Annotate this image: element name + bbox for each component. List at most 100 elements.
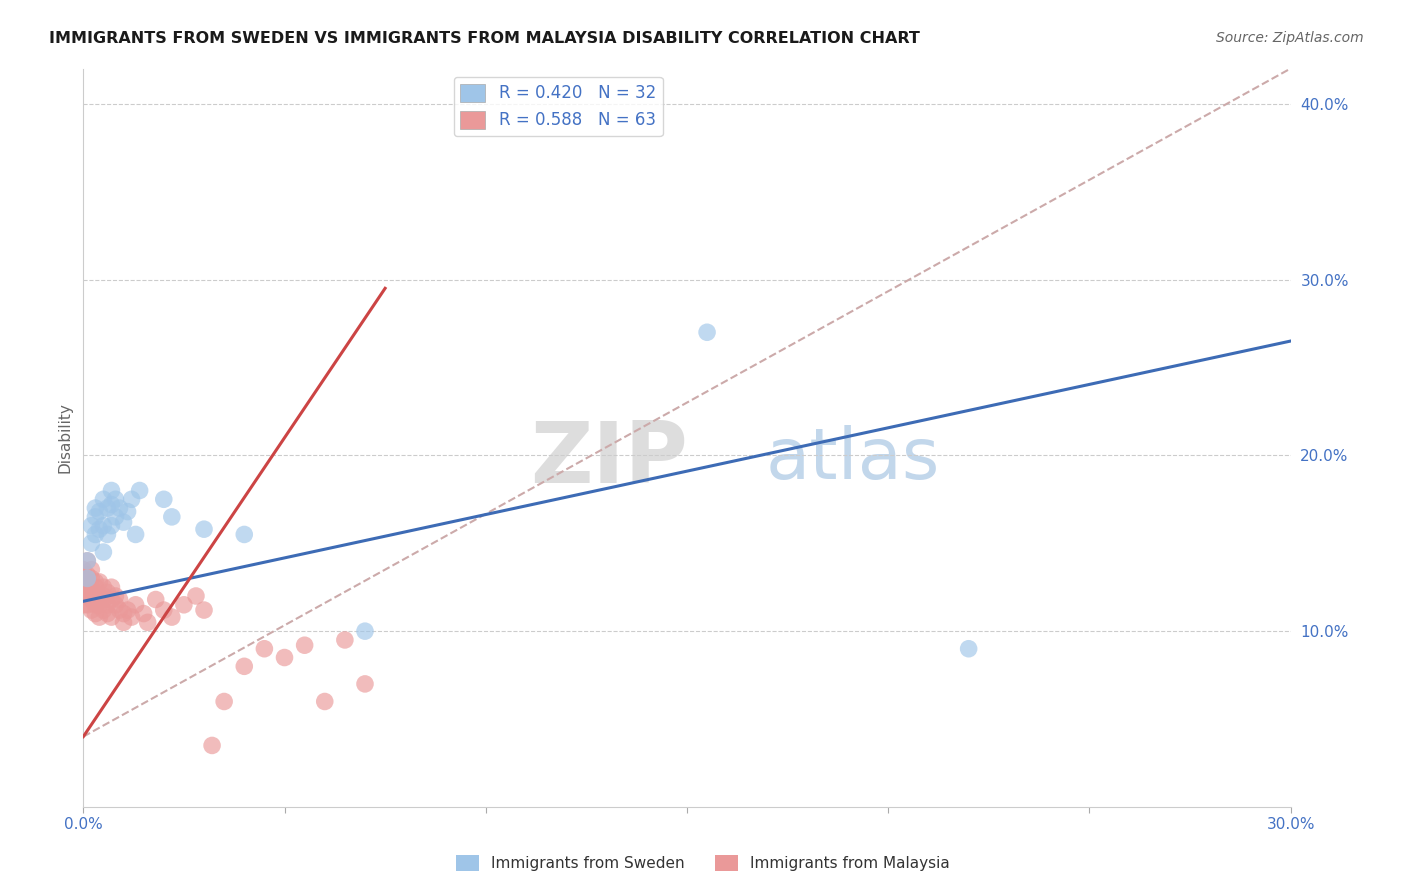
Point <box>80 536 103 550</box>
Point <box>84 574 107 589</box>
Point <box>80 585 103 599</box>
Point <box>84 589 107 603</box>
Point <box>104 492 127 507</box>
Point <box>76 580 98 594</box>
Point <box>354 677 377 691</box>
Point <box>72 571 94 585</box>
Point <box>96 501 118 516</box>
Point <box>72 598 94 612</box>
Point <box>128 483 150 498</box>
Point <box>160 509 183 524</box>
Point <box>124 598 146 612</box>
Point <box>100 518 122 533</box>
Text: atlas: atlas <box>765 425 939 494</box>
Point <box>104 509 127 524</box>
Point <box>80 518 103 533</box>
Point <box>100 498 122 512</box>
Point <box>76 554 98 568</box>
Point <box>93 603 115 617</box>
Point <box>76 574 98 589</box>
Point <box>89 598 111 612</box>
Point <box>84 592 107 607</box>
Point <box>89 574 111 589</box>
Point <box>112 515 135 529</box>
Point <box>696 325 718 339</box>
Point <box>76 568 98 582</box>
Point <box>93 492 115 507</box>
Point <box>117 505 139 519</box>
Point <box>76 598 98 612</box>
Point <box>152 603 174 617</box>
Point <box>193 603 215 617</box>
Point <box>96 585 118 599</box>
Point <box>93 589 115 603</box>
Point <box>96 598 118 612</box>
Point <box>84 501 107 516</box>
Legend: Immigrants from Sweden, Immigrants from Malaysia: Immigrants from Sweden, Immigrants from … <box>450 849 956 877</box>
Text: IMMIGRANTS FROM SWEDEN VS IMMIGRANTS FROM MALAYSIA DISABILITY CORRELATION CHART: IMMIGRANTS FROM SWEDEN VS IMMIGRANTS FRO… <box>49 31 920 46</box>
Point <box>96 527 118 541</box>
Point <box>93 545 115 559</box>
Point <box>84 607 107 621</box>
Point <box>76 589 98 603</box>
Point <box>145 592 167 607</box>
Point <box>201 739 224 753</box>
Point <box>152 492 174 507</box>
Point <box>112 607 135 621</box>
Point <box>104 589 127 603</box>
Point <box>93 592 115 607</box>
Point <box>121 610 143 624</box>
Point <box>233 527 256 541</box>
Point <box>273 650 295 665</box>
Point <box>84 580 107 594</box>
Point <box>84 598 107 612</box>
Point <box>104 598 127 612</box>
Point <box>294 638 316 652</box>
Point <box>100 592 122 607</box>
Point <box>117 603 139 617</box>
Point <box>80 563 103 577</box>
Point <box>96 607 118 621</box>
Point <box>108 592 131 607</box>
Point <box>136 615 159 630</box>
Point <box>354 624 377 639</box>
Point <box>80 571 103 585</box>
Point <box>253 641 276 656</box>
Point <box>333 632 356 647</box>
Point <box>89 610 111 624</box>
Point <box>93 580 115 594</box>
Point <box>84 527 107 541</box>
Point <box>100 580 122 594</box>
Y-axis label: Disability: Disability <box>58 402 72 473</box>
Point <box>108 501 131 516</box>
Point <box>173 598 195 612</box>
Point <box>108 603 131 617</box>
Point <box>160 610 183 624</box>
Point <box>100 610 122 624</box>
Text: Source: ZipAtlas.com: Source: ZipAtlas.com <box>1216 31 1364 45</box>
Point <box>76 571 98 585</box>
Point <box>212 694 235 708</box>
Point <box>100 483 122 498</box>
Point <box>80 580 103 594</box>
Text: ZIP: ZIP <box>530 418 688 501</box>
Point <box>76 554 98 568</box>
Point <box>89 589 111 603</box>
Point <box>193 522 215 536</box>
Point <box>184 589 207 603</box>
Point <box>80 592 103 607</box>
Point <box>80 603 103 617</box>
Point <box>72 563 94 577</box>
Point <box>314 694 336 708</box>
Point <box>84 509 107 524</box>
Point <box>93 518 115 533</box>
Point <box>957 641 980 656</box>
Point <box>89 505 111 519</box>
Legend: R = 0.420   N = 32, R = 0.588   N = 63: R = 0.420 N = 32, R = 0.588 N = 63 <box>454 77 662 136</box>
Point <box>89 522 111 536</box>
Point <box>72 580 94 594</box>
Point <box>121 492 143 507</box>
Point <box>112 615 135 630</box>
Point <box>124 527 146 541</box>
Point <box>132 607 155 621</box>
